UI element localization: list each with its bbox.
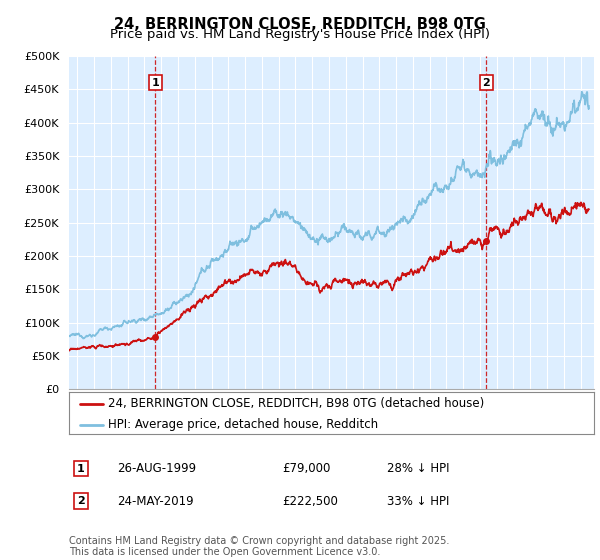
Text: 24-MAY-2019: 24-MAY-2019: [117, 494, 194, 508]
Text: HPI: Average price, detached house, Redditch: HPI: Average price, detached house, Redd…: [109, 418, 379, 431]
Text: 24, BERRINGTON CLOSE, REDDITCH, B98 0TG: 24, BERRINGTON CLOSE, REDDITCH, B98 0TG: [114, 17, 486, 32]
Text: 2: 2: [77, 496, 85, 506]
Text: 33% ↓ HPI: 33% ↓ HPI: [387, 494, 449, 508]
Text: 28% ↓ HPI: 28% ↓ HPI: [387, 462, 449, 475]
Text: 2: 2: [482, 78, 490, 88]
Text: £79,000: £79,000: [282, 462, 331, 475]
Text: Price paid vs. HM Land Registry's House Price Index (HPI): Price paid vs. HM Land Registry's House …: [110, 28, 490, 41]
Text: Contains HM Land Registry data © Crown copyright and database right 2025.
This d: Contains HM Land Registry data © Crown c…: [69, 535, 449, 557]
Text: £222,500: £222,500: [282, 494, 338, 508]
Text: 24, BERRINGTON CLOSE, REDDITCH, B98 0TG (detached house): 24, BERRINGTON CLOSE, REDDITCH, B98 0TG …: [109, 397, 485, 410]
Text: 1: 1: [77, 464, 85, 474]
Text: 26-AUG-1999: 26-AUG-1999: [117, 462, 196, 475]
Text: 1: 1: [152, 78, 159, 88]
Point: [151, 332, 160, 341]
Point: [482, 236, 491, 245]
